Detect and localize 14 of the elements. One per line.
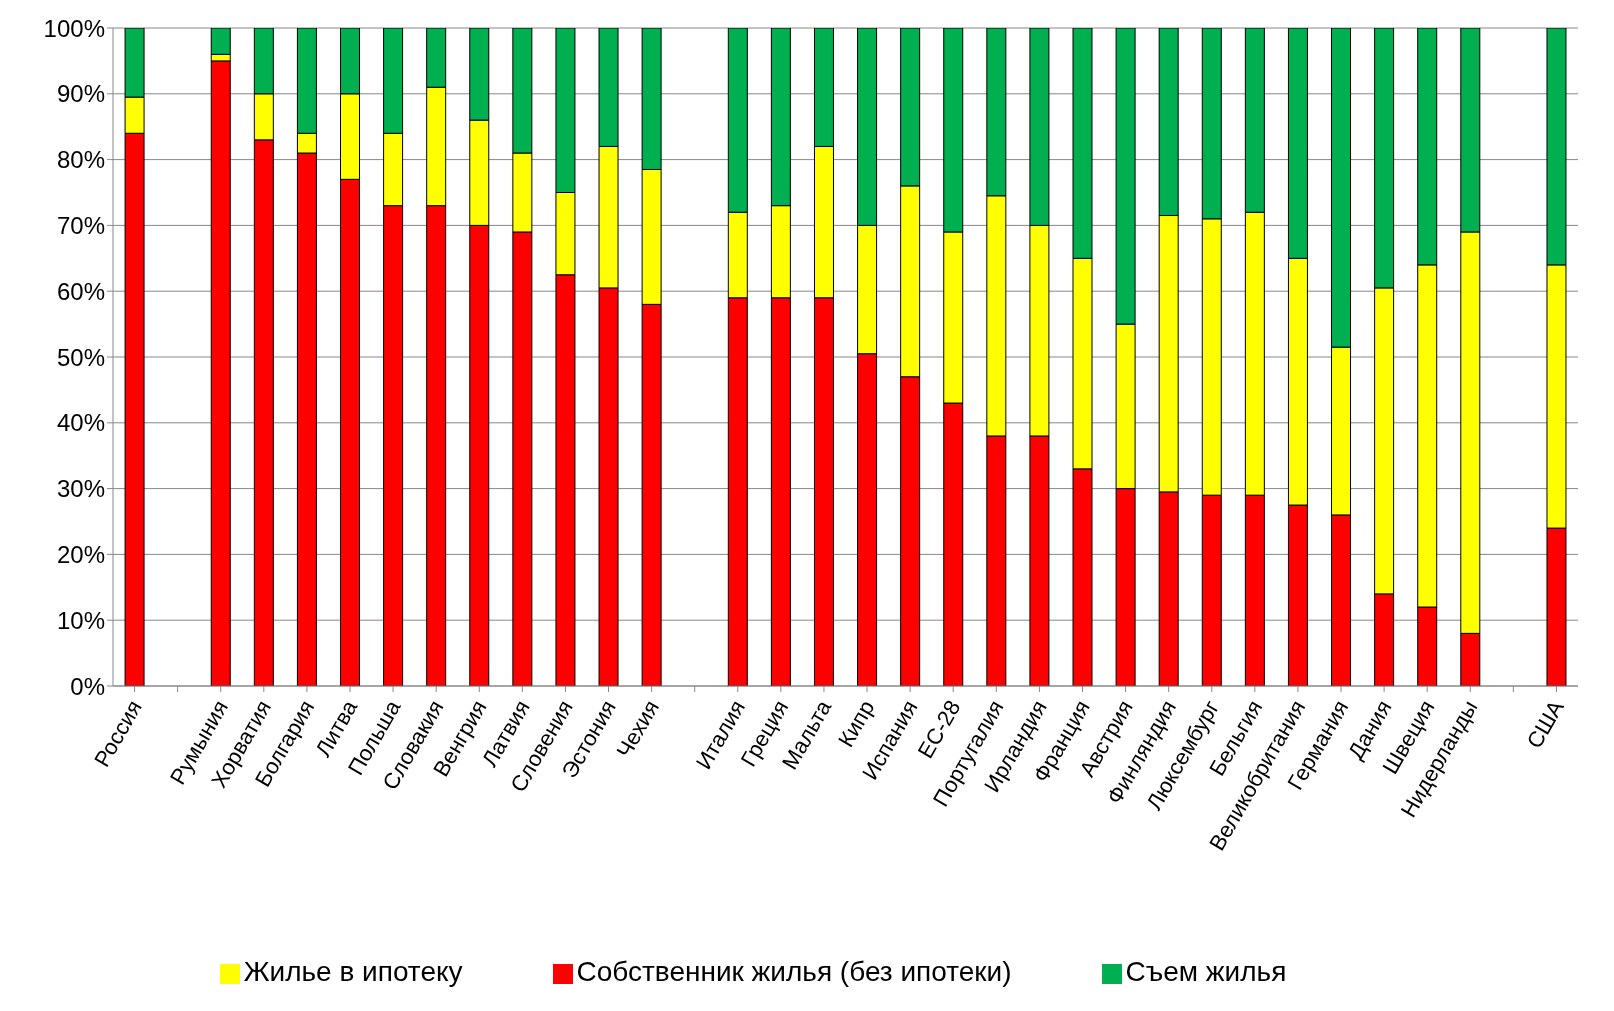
y-tick-label: 20% bbox=[56, 540, 105, 568]
y-tick-label: 0% bbox=[70, 672, 105, 700]
y-tick-label: 60% bbox=[56, 277, 105, 305]
legend-label: Жилье в ипотеку bbox=[243, 956, 463, 987]
y-tick-label: 30% bbox=[56, 475, 105, 503]
y-tick-label: 10% bbox=[56, 606, 105, 634]
y-tick-label: 90% bbox=[56, 80, 105, 108]
legend-label: Собственник жилья (без ипотеки) bbox=[576, 956, 1012, 987]
y-tick-label: 50% bbox=[56, 343, 105, 371]
y-tick-label: 80% bbox=[56, 146, 105, 174]
legend-label: Съем жилья bbox=[1125, 956, 1287, 987]
y-tick-label: 40% bbox=[56, 409, 105, 437]
y-tick-label: 70% bbox=[56, 211, 105, 239]
y-tick-label: 100% bbox=[43, 14, 105, 42]
